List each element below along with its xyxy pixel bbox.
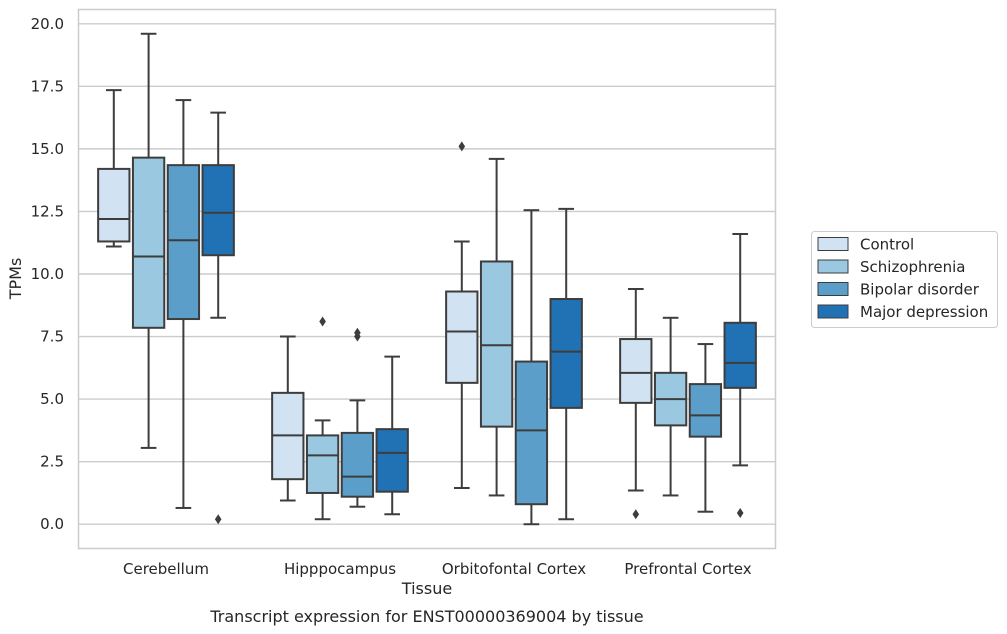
box-iqr bbox=[166, 164, 201, 321]
box-iqr bbox=[514, 360, 549, 506]
outlier-point bbox=[214, 514, 222, 525]
box-iqr bbox=[723, 321, 757, 389]
outlier-point bbox=[319, 316, 326, 327]
y-tick-label: 15.0 bbox=[31, 140, 64, 158]
legend-frame bbox=[811, 231, 998, 328]
box-iqr bbox=[549, 298, 583, 409]
box-iqr bbox=[131, 156, 166, 329]
outlier-point bbox=[354, 327, 361, 338]
box-iqr bbox=[97, 167, 131, 243]
box-plots bbox=[97, 32, 757, 526]
y-tick-label: 20.0 bbox=[31, 15, 64, 33]
x-axis-label: Tissue bbox=[401, 579, 452, 598]
y-tick-label: 0.0 bbox=[40, 515, 64, 533]
x-tick-label: Hipppocampus bbox=[284, 560, 396, 578]
x-tick-label: Prefrontal Cortex bbox=[624, 560, 751, 578]
legend-swatch bbox=[817, 304, 849, 319]
box-iqr bbox=[479, 260, 514, 428]
outlier-point bbox=[632, 509, 640, 520]
plot-frame bbox=[77, 8, 777, 550]
grid-lines bbox=[79, 23, 775, 525]
y-tick-label: 12.5 bbox=[31, 202, 64, 220]
box-iqr bbox=[340, 431, 375, 498]
y-axis-label: TPMs bbox=[6, 258, 25, 301]
legend-swatch bbox=[817, 282, 849, 296]
legend-label: Bipolar disorder bbox=[860, 281, 980, 299]
x-axis-ticks: Cerebellum Hipppocampus Orbitofontal Corte… bbox=[123, 560, 752, 578]
box-iqr bbox=[375, 428, 409, 493]
y-tick-label: 7.5 bbox=[40, 328, 64, 346]
x-tick-label: Cerebellum bbox=[123, 560, 209, 578]
chart-title: Transcript expression for ENST0000036900… bbox=[209, 607, 643, 626]
y-tick-label: 17.5 bbox=[31, 77, 64, 95]
y-tick-label: 2.5 bbox=[40, 453, 64, 471]
x-tick-label: Orbitofontal Cortex bbox=[442, 560, 586, 578]
legend-label: Control bbox=[860, 236, 914, 254]
legend-swatch bbox=[817, 237, 849, 251]
box-iqr bbox=[619, 338, 653, 404]
y-axis-ticks: 0.0 2.5 5.0 7.5 10.0 12.5 15.0 17.5 20.0 bbox=[31, 15, 64, 533]
box-iqr bbox=[201, 164, 235, 257]
box-iqr bbox=[688, 383, 723, 438]
legend-label: Major depression bbox=[860, 303, 988, 321]
outlier-point bbox=[458, 141, 466, 152]
legend-label: Schizophrenia bbox=[860, 258, 965, 276]
legend-swatch bbox=[817, 259, 849, 274]
y-tick-label: 5.0 bbox=[40, 390, 64, 408]
outlier-point bbox=[736, 507, 744, 518]
box-iqr bbox=[445, 290, 479, 384]
box-iqr bbox=[305, 434, 340, 494]
legend: Control Schizophrenia Bipolar disorder Majo… bbox=[811, 231, 998, 328]
y-tick-label: 10.0 bbox=[31, 265, 64, 283]
